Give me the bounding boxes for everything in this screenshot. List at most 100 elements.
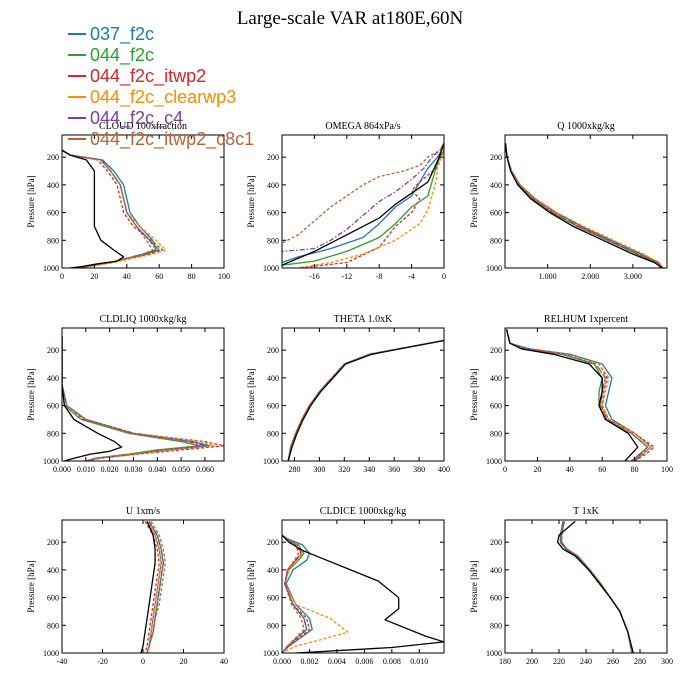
x-tick-label: 0.010: [77, 465, 95, 474]
series-line-4: [146, 521, 164, 653]
x-tick-label: 0.040: [148, 465, 166, 474]
y-tick-label: 600: [267, 209, 279, 218]
panel-8: 180 200 220 240 260 280 300 200 400 600 800 1000 Pre…: [469, 506, 673, 666]
y-axis-label: Pressure [hPa]: [26, 560, 36, 612]
plot-frame: [281, 134, 445, 269]
y-tick-label: 400: [267, 566, 279, 575]
series-line-2: [561, 521, 633, 653]
series-line-2: [505, 143, 664, 268]
panel-title: RELHUM 1xpercent: [544, 314, 628, 325]
x-tick-label: 2.000: [581, 272, 599, 281]
x-tick-label: 360: [388, 465, 400, 474]
y-tick-label: 1000: [486, 649, 502, 658]
x-tick-label: 280: [634, 657, 646, 666]
x-tick-label: 20: [90, 272, 98, 281]
x-tick-label: 3.000: [624, 272, 642, 281]
y-tick-label: 800: [47, 236, 59, 245]
panel-3: 0.000 0.010 0.020 0.030 0.040 0.050 0.060 200 40…: [26, 314, 225, 474]
x-tick-label: 100: [661, 465, 673, 474]
y-tick-label: 800: [490, 621, 502, 630]
x-tick-label: 0.050: [172, 465, 190, 474]
series-line-3: [287, 339, 444, 461]
series-line-6: [505, 329, 639, 461]
y-tick-label: 800: [267, 236, 279, 245]
x-tick-label: 20: [180, 657, 188, 666]
legend-item: 044_f2c_clearwp3: [68, 87, 236, 108]
legend: 037_f2c044_f2c044_f2c_itwp2044_f2c_clear…: [68, 24, 254, 150]
legend-item: 037_f2c: [68, 24, 154, 45]
panel-2: 1.000 2.000 3.000 200 400 600 800 1000 Pressure …: [469, 121, 668, 281]
plot-frame: [61, 327, 225, 462]
x-tick-label: 240: [580, 657, 592, 666]
y-tick-label: 200: [47, 153, 59, 162]
series-line-5: [561, 521, 633, 653]
series-group: [62, 336, 224, 461]
x-tick-label: 0.006: [355, 657, 373, 666]
series-line-0: [505, 143, 664, 268]
y-tick-label: 400: [490, 374, 502, 383]
series-group: [282, 142, 444, 268]
x-tick-label: 0.002: [300, 657, 318, 666]
y-tick-label: 400: [47, 566, 59, 575]
x-tick-label: 0.004: [328, 657, 346, 666]
series-line-6: [62, 149, 125, 268]
y-tick-label: 200: [267, 153, 279, 162]
plot-frame: [504, 134, 668, 269]
x-tick-label: 0.060: [196, 465, 214, 474]
series-line-3: [561, 521, 633, 653]
y-tick-label: 1000: [43, 457, 59, 466]
x-tick-label: 200: [526, 657, 538, 666]
x-tick-label: 0.000: [273, 657, 291, 666]
series-line-1: [559, 521, 633, 653]
legend-item: 044_f2c_itwp2: [68, 66, 206, 87]
x-tick-label: 1.000: [539, 272, 557, 281]
x-tick-label: 80: [631, 465, 639, 474]
x-tick-label: 0.010: [410, 657, 428, 666]
series-line-6: [556, 520, 634, 653]
series-line-0: [282, 534, 313, 653]
x-tick-label: 260: [607, 657, 619, 666]
panel-title: CLDICE 1000xkg/kg: [320, 506, 406, 517]
series-line-4: [559, 521, 633, 653]
x-tick-label: -20: [97, 657, 108, 666]
y-tick-label: 400: [267, 181, 279, 190]
y-axis-label: Pressure [hPa]: [469, 560, 479, 612]
panel-0: 0 20 40 60 80 100 200 400 600 800 1000 Pressure [hP…: [26, 121, 230, 281]
y-tick-label: 1000: [43, 649, 59, 658]
x-tick-label: 320: [338, 465, 350, 474]
x-tick-label: -4: [408, 272, 415, 281]
y-tick-label: 200: [47, 346, 59, 355]
panel-title: U 1xm/s: [126, 506, 160, 517]
series-line-4: [505, 143, 663, 268]
series-group: [62, 149, 167, 268]
x-tick-label: 220: [553, 657, 565, 666]
legend-item: 044_f2c_c4: [68, 108, 183, 129]
panel-6: -40 -20 0 20 40 200 400 600 800 1000 Pressure [hPa…: [26, 506, 228, 666]
series-line-0: [561, 521, 633, 653]
series-line-5: [282, 142, 444, 244]
series-line-4: [505, 329, 649, 461]
plot-frame: [281, 327, 445, 462]
series-line-2: [282, 534, 311, 653]
x-tick-label: -40: [57, 657, 68, 666]
series-group: [287, 339, 444, 461]
x-tick-label: 40: [220, 657, 228, 666]
x-tick-label: 60: [155, 272, 163, 281]
plot-frame: [61, 519, 225, 654]
series-line-3: [298, 143, 444, 268]
series-line-1: [62, 336, 201, 461]
y-tick-label: 600: [490, 209, 502, 218]
x-tick-label: 40: [123, 272, 131, 281]
legend-label: 044_f2c_c4: [90, 108, 183, 129]
y-tick-label: 600: [47, 594, 59, 603]
y-axis-label: Pressure [hPa]: [469, 368, 479, 420]
y-tick-label: 1000: [43, 264, 59, 273]
series-line-2: [62, 336, 224, 461]
y-tick-label: 600: [267, 594, 279, 603]
y-axis-label: Pressure [hPa]: [26, 368, 36, 420]
x-tick-label: 20: [533, 465, 541, 474]
panel-7: 0.000 0.002 0.004 0.006 0.008 0.010 200 400 600 8…: [246, 506, 445, 666]
series-line-4: [62, 336, 206, 461]
series-line-1: [282, 143, 444, 266]
